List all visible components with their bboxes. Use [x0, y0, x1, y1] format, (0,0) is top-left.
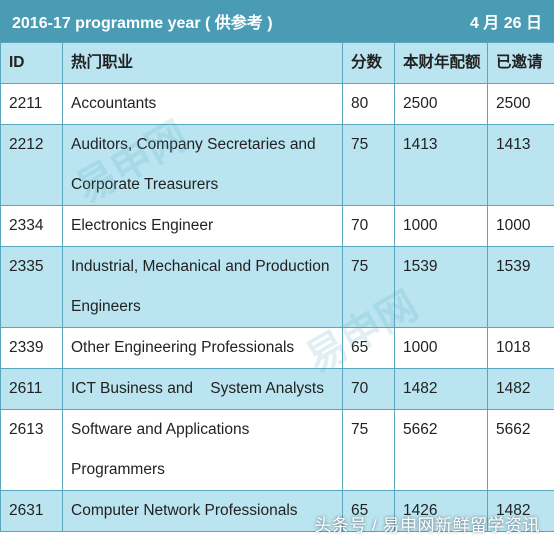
cell-score: 75 — [342, 409, 395, 491]
cell-quota: 1482 — [394, 368, 488, 410]
header-occupation: 热门职业 — [62, 42, 343, 84]
header-invited: 已邀请 — [487, 42, 554, 84]
cell-id: 2212 — [0, 124, 63, 206]
cell-id: 2334 — [0, 205, 63, 247]
table-row: 2212 Auditors, Company Secretaries and C… — [0, 124, 554, 206]
cell-id: 2611 — [0, 368, 63, 410]
cell-score: 65 — [342, 490, 395, 532]
cell-quota: 1000 — [394, 327, 488, 369]
cell-id: 2339 — [0, 327, 63, 369]
cell-quota: 1000 — [394, 205, 488, 247]
cell-occupation: Computer Network Professionals — [62, 490, 343, 532]
table-row: 2613 Software and Applications Programme… — [0, 409, 554, 491]
cell-occupation: Accountants — [62, 83, 343, 125]
cell-invited: 1482 — [487, 490, 554, 532]
cell-score: 75 — [342, 246, 395, 328]
cell-occupation: Electronics Engineer — [62, 205, 343, 247]
table-row: 2335 Industrial, Mechanical and Producti… — [0, 246, 554, 328]
table-header-row: ID 热门职业 分数 本财年配额 已邀请 — [0, 42, 554, 84]
cell-invited: 1413 — [487, 124, 554, 206]
header-id: ID — [0, 42, 63, 84]
cell-invited: 1482 — [487, 368, 554, 410]
cell-occupation: Software and Applications Programmers — [62, 409, 343, 491]
cell-quota: 1426 — [394, 490, 488, 532]
table-row: 2334 Electronics Engineer 70 1000 1000 — [0, 205, 554, 247]
cell-quota: 1413 — [394, 124, 488, 206]
cell-id: 2211 — [0, 83, 63, 125]
watermark-text: 头条号 / 易申网新鲜留学资讯 — [314, 516, 540, 535]
cell-score: 65 — [342, 327, 395, 369]
cell-quota: 5662 — [394, 409, 488, 491]
table-row: 2339 Other Engineering Professionals 65 … — [0, 327, 554, 369]
cell-invited: 1000 — [487, 205, 554, 247]
cell-invited: 2500 — [487, 83, 554, 125]
cell-score: 70 — [342, 205, 395, 247]
occupation-table: ID 热门职业 分数 本财年配额 已邀请 2211 Accountants 80… — [0, 42, 554, 532]
cell-invited: 1018 — [487, 327, 554, 369]
cell-occupation: Other Engineering Professionals — [62, 327, 343, 369]
cell-occupation: Industrial, Mechanical and Production En… — [62, 246, 343, 328]
cell-invited: 1539 — [487, 246, 554, 328]
table-row: 2211 Accountants 80 2500 2500 — [0, 83, 554, 125]
cell-invited: 5662 — [487, 409, 554, 491]
cell-quota: 1539 — [394, 246, 488, 328]
cell-id: 2631 — [0, 490, 63, 532]
date-label: 4 月 26 日 — [469, 15, 542, 32]
cell-score: 80 — [342, 83, 395, 125]
table-row: 2611 ICT Business and System Analysts 70… — [0, 368, 554, 410]
cell-quota: 2500 — [394, 83, 488, 125]
header-quota: 本财年配额 — [394, 42, 488, 84]
cell-occupation: ICT Business and System Analysts — [62, 368, 343, 410]
cell-id: 2613 — [0, 409, 63, 491]
header-score: 分数 — [342, 42, 395, 84]
table-row: 2631 Computer Network Professionals 65 1… — [0, 490, 554, 532]
programme-year-label: 2016-17 programme year ( 供参考 ) — [12, 15, 273, 32]
cell-score: 70 — [342, 368, 395, 410]
cell-occupation: Auditors, Company Secretaries and Corpor… — [62, 124, 343, 206]
title-bar: 2016-17 programme year ( 供参考 ) 4 月 26 日 — [0, 0, 554, 42]
cell-id: 2335 — [0, 246, 63, 328]
cell-score: 75 — [342, 124, 395, 206]
